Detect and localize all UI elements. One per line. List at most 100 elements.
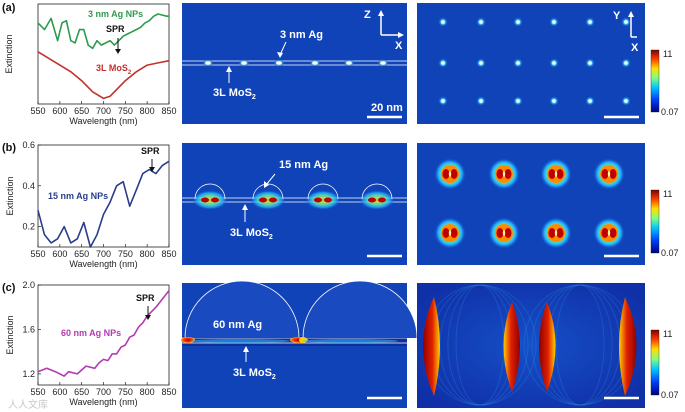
nanoparticle	[588, 61, 592, 65]
y-axis-label: Extinction	[5, 176, 15, 215]
hotspot	[450, 169, 458, 179]
nanoparticle	[345, 60, 353, 66]
axis-z-label: Z	[364, 9, 371, 21]
colorbar-min: 0.07	[661, 248, 679, 258]
y-tick-label: 1.6	[22, 324, 35, 334]
x-tick-label: 750	[118, 387, 133, 397]
series-label: 60 nm Ag NPs	[61, 328, 121, 338]
nanoparticle	[516, 99, 520, 103]
field-ring	[439, 284, 521, 406]
chart-a: 550 600 650 700 750 800 850 Wavelength (nm) Exti…	[4, 3, 177, 126]
x-axis-label: Wavelength (nm)	[69, 397, 137, 407]
field-ring	[555, 284, 605, 406]
x-tick-label: 550	[30, 249, 45, 259]
hotspot	[259, 197, 267, 203]
x-tick-label: 700	[96, 249, 111, 259]
hotspot	[609, 228, 617, 238]
x-tick-label: 800	[140, 249, 155, 259]
series-line	[37, 160, 170, 248]
nanoparticle	[588, 20, 592, 24]
nanoparticle	[588, 99, 592, 103]
hotspot	[496, 169, 504, 179]
nanoparticle	[379, 60, 387, 66]
gap	[554, 230, 558, 236]
colorbar	[650, 329, 660, 396]
nanoparticle	[441, 99, 445, 103]
sim-b-xy	[417, 143, 645, 265]
particle-label-c: 60 nm Ag	[213, 319, 262, 331]
particle-label-a: 3 nm Ag	[280, 29, 323, 41]
x-tick-label: 600	[52, 249, 67, 259]
x-tick-label: 850	[161, 387, 176, 397]
x-tick-label: 600	[52, 387, 67, 397]
spr-label: SPR	[141, 146, 160, 156]
field-halo	[250, 190, 286, 210]
scalebar-label: 20 nm	[371, 102, 403, 114]
nanoparticle	[552, 61, 556, 65]
x-tick-label: 700	[96, 387, 111, 397]
spr-label: SPR	[106, 24, 125, 34]
nanoparticle	[624, 99, 628, 103]
hotspot	[556, 169, 564, 179]
y-tick-label: 2.0	[22, 280, 35, 290]
x-tick-label: 750	[118, 106, 133, 116]
x-tick-label: 650	[74, 249, 89, 259]
hotspot	[609, 169, 617, 179]
substrate-label-b: 3L MoS2	[230, 227, 273, 241]
gap	[502, 230, 506, 236]
x-tick-label: 650	[74, 106, 89, 116]
series-line	[37, 51, 170, 100]
hotspot	[556, 228, 564, 238]
substrate-label-c: 3L MoS2	[233, 367, 276, 381]
plot-frame	[37, 3, 170, 105]
nanoparticle	[441, 61, 445, 65]
y-axis-label: Extinction	[5, 315, 15, 354]
hotspot	[442, 169, 450, 179]
sim-b-xz: 15 nm Ag 3L MoS2	[182, 143, 407, 265]
x-tick-label: 750	[118, 249, 133, 259]
panel-a-label: (a)	[2, 2, 16, 14]
sim-c-xz: 60 nm Ag 3L MoS2	[181, 280, 418, 408]
field-halo	[305, 190, 341, 210]
axis-y-label: Y	[613, 10, 621, 22]
hotspot	[601, 228, 609, 238]
x-axis-label: Wavelength (nm)	[69, 116, 137, 126]
hotspot	[324, 197, 332, 203]
y-tick-label: 0.2	[22, 222, 35, 232]
colorbar-max: 11	[663, 329, 672, 339]
spr-arrowhead	[115, 49, 121, 54]
x-tick-label: 650	[74, 387, 89, 397]
x-tick-label: 800	[140, 387, 155, 397]
nanoparticle	[552, 99, 556, 103]
nanoparticle-outline	[307, 183, 339, 200]
nanoparticle	[516, 20, 520, 24]
hotspot	[368, 197, 376, 203]
y-tick-label: 1.2	[22, 369, 35, 379]
nanoparticle	[479, 20, 483, 24]
series-label: 3L MoS2	[96, 63, 132, 76]
colorbar-max: 11	[663, 49, 672, 59]
nanoparticle-outline	[252, 183, 284, 200]
gap	[502, 171, 506, 177]
y-axis-label: Extinction	[4, 34, 14, 73]
nanoparticle	[479, 99, 483, 103]
gap	[554, 171, 558, 177]
x-tick-label: 600	[52, 106, 67, 116]
series-line	[37, 13, 169, 50]
substrate-label-a: 3L MoS2	[213, 87, 256, 101]
sim-a-xz: 3 nm Ag 3L MoS2 20 nm Z X	[182, 3, 407, 124]
colorbar	[650, 189, 660, 254]
x-tick-label: 850	[161, 106, 176, 116]
x-tick-label: 850	[161, 249, 176, 259]
hotspot	[504, 169, 512, 179]
nanoparticle	[275, 60, 283, 66]
y-tick-label: 0.6	[22, 140, 35, 150]
panel-c-label: (c)	[2, 282, 16, 294]
hotspot	[601, 169, 609, 179]
x-tick-label: 800	[140, 106, 155, 116]
colorbar	[650, 49, 660, 113]
nanoparticle	[516, 61, 520, 65]
nanoparticle	[311, 60, 319, 66]
nanoparticle	[624, 61, 628, 65]
